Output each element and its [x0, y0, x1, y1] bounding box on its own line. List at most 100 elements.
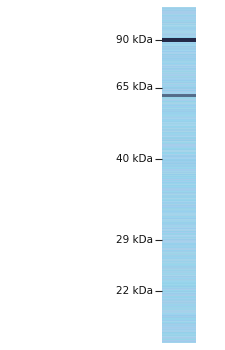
Bar [162, 91, 196, 93]
Bar [162, 169, 196, 170]
Bar [162, 301, 196, 302]
Bar [162, 112, 196, 114]
Bar [162, 271, 196, 272]
Bar [162, 15, 196, 16]
Bar [162, 182, 196, 184]
Bar [162, 132, 196, 133]
Bar [162, 12, 196, 13]
Bar [162, 55, 196, 57]
Bar [162, 167, 196, 169]
Bar [162, 8, 196, 10]
Bar [162, 177, 196, 179]
Bar [162, 160, 196, 161]
Bar [162, 101, 196, 102]
Bar [162, 99, 196, 100]
Bar [162, 194, 196, 196]
Bar [162, 38, 196, 40]
Bar [162, 230, 196, 232]
Bar [162, 115, 196, 117]
Bar [162, 44, 196, 46]
Bar [162, 214, 196, 216]
Bar [162, 338, 196, 340]
Bar [162, 54, 196, 55]
Bar [162, 163, 196, 164]
Bar [162, 121, 196, 122]
Bar [162, 219, 196, 221]
Bar [162, 335, 196, 337]
Bar [162, 198, 196, 200]
Bar [162, 322, 196, 323]
Bar [162, 154, 196, 156]
Bar [162, 164, 196, 165]
Bar [162, 133, 196, 135]
Text: 90 kDa: 90 kDa [116, 35, 153, 45]
Bar [162, 195, 196, 196]
Bar [162, 114, 196, 116]
Bar [162, 245, 196, 247]
Bar [162, 218, 196, 220]
Bar [162, 295, 196, 296]
Bar [162, 260, 196, 262]
Bar [162, 23, 196, 24]
Bar [162, 329, 196, 331]
Bar [162, 107, 196, 109]
Bar [162, 193, 196, 195]
Bar [162, 265, 196, 266]
Bar [162, 93, 196, 97]
Bar [162, 49, 196, 50]
Bar [162, 320, 196, 322]
Bar [162, 154, 196, 155]
Bar [162, 213, 196, 215]
Bar [162, 13, 196, 15]
Bar [162, 186, 196, 187]
Bar [162, 42, 196, 43]
Bar [162, 116, 196, 117]
Bar [162, 276, 196, 278]
Bar [162, 51, 196, 53]
Bar [162, 100, 196, 101]
Bar [162, 223, 196, 224]
Bar [162, 323, 196, 325]
Bar [162, 250, 196, 252]
Bar [162, 66, 196, 68]
Bar [162, 155, 196, 157]
Bar [162, 136, 196, 138]
Bar [162, 216, 196, 217]
Bar [162, 308, 196, 310]
Bar [162, 97, 196, 99]
Bar [162, 158, 196, 159]
Bar [162, 145, 196, 147]
Bar [162, 34, 196, 35]
Bar [162, 35, 196, 37]
Bar [162, 208, 196, 209]
Bar [162, 90, 196, 91]
Bar [162, 124, 196, 125]
Bar [162, 282, 196, 284]
Bar [162, 204, 196, 205]
Bar [162, 80, 196, 81]
Bar [162, 259, 196, 260]
Bar [162, 254, 196, 255]
Bar [162, 13, 196, 14]
Bar [162, 183, 196, 184]
Bar [162, 164, 196, 166]
Bar [162, 250, 196, 251]
Bar [162, 283, 196, 285]
Bar [162, 28, 196, 30]
Bar [162, 148, 196, 149]
Bar [162, 156, 196, 158]
Bar [162, 149, 196, 150]
Bar [162, 47, 196, 49]
Bar [162, 275, 196, 277]
Bar [162, 139, 196, 141]
Bar [162, 297, 196, 299]
Bar [162, 202, 196, 203]
Bar [162, 233, 196, 235]
Bar [162, 63, 196, 64]
Bar [162, 172, 196, 174]
Bar [162, 85, 196, 86]
Bar [162, 69, 196, 70]
Bar [162, 84, 196, 85]
Bar [162, 41, 196, 43]
Bar [162, 117, 196, 118]
